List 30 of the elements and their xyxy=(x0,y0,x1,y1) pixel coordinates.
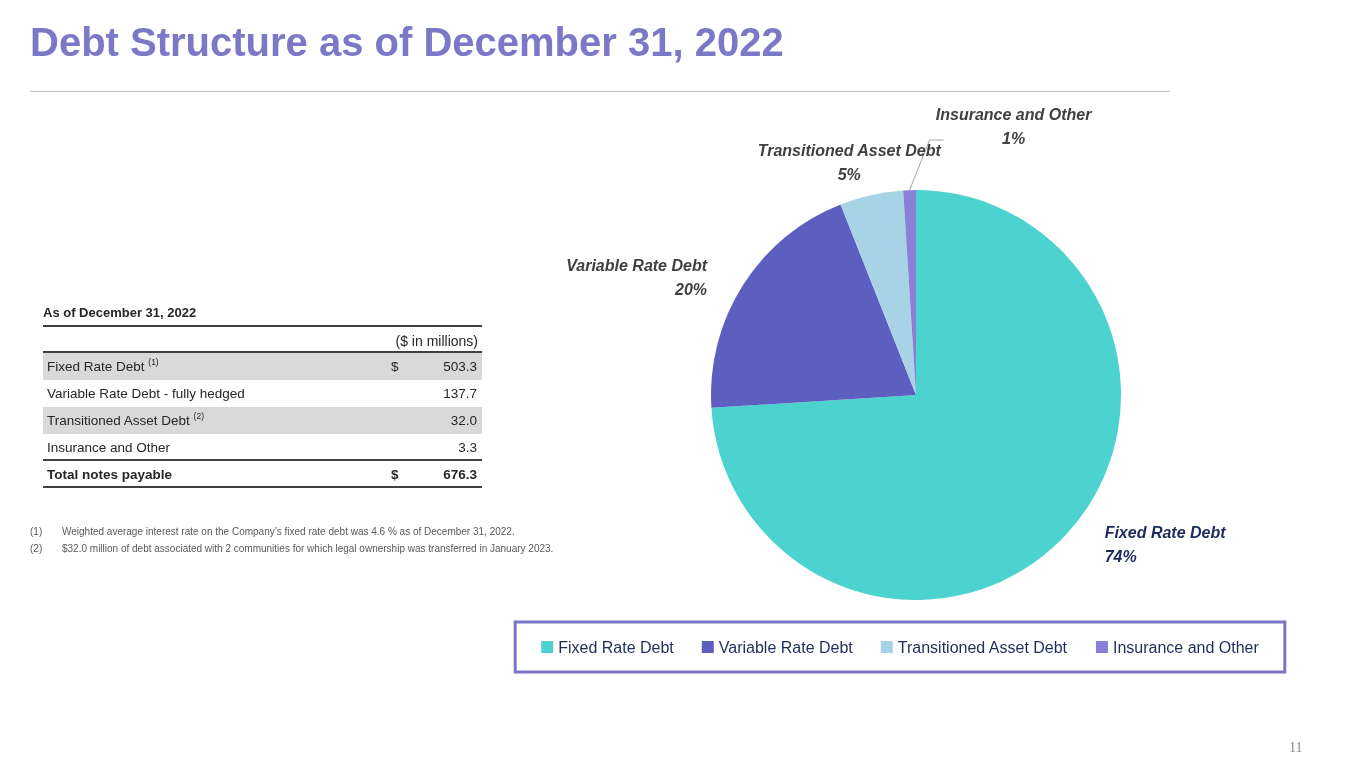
text: 32.0 xyxy=(450,412,477,430)
slice-label: Transitioned Asset Debt xyxy=(757,142,942,160)
text: (1) Weighted average interest rate on the Company’s fixed rate debt was 4.6 % as of December 31, 2022. xyxy=(30,526,515,537)
text: Total notes payable xyxy=(47,466,173,484)
slice-label: Fixed Rate Debt xyxy=(1104,524,1227,542)
legend-label: Transitioned Asset Debt xyxy=(897,638,1068,656)
text: Variable Rate Debt - fully hedged xyxy=(47,385,245,403)
text: 11 xyxy=(1289,740,1303,756)
text: Transitioned Asset Debt $^{(2)}$ xyxy=(47,410,204,430)
slice-label: Variable Rate Debt xyxy=(566,257,708,275)
text: $ xyxy=(391,358,399,376)
slice-label: Insurance and Other xyxy=(935,105,1093,123)
data-label: 5% xyxy=(837,166,861,184)
text: 137.7 xyxy=(443,385,477,403)
text: 676.3 xyxy=(443,466,477,484)
legend-label: Variable Rate Debt xyxy=(718,638,854,656)
text: (2) $32.0 million of debt associated with 2 communities for which legal ownership was transferred in January 2023. xyxy=(30,543,554,554)
data-label: 1% xyxy=(1002,129,1026,147)
text: ($ in millions) xyxy=(395,332,478,351)
text: 503.3 xyxy=(443,358,477,376)
data-label: 74% xyxy=(1104,548,1137,566)
legend-label: Insurance and Other xyxy=(1112,638,1260,656)
text: 3.3 xyxy=(458,439,477,457)
chart-title: Debt Structure as of December 31, 2022 xyxy=(30,20,784,65)
legend-label: Fixed Rate Debt xyxy=(558,638,675,656)
text: $ xyxy=(391,466,399,484)
text: Fixed Rate Debt $^{(1)}$ xyxy=(47,356,159,376)
text: As of December 31, 2022 xyxy=(43,305,197,321)
data-label: 20% xyxy=(673,281,708,299)
text: Insurance and Other xyxy=(47,439,171,457)
